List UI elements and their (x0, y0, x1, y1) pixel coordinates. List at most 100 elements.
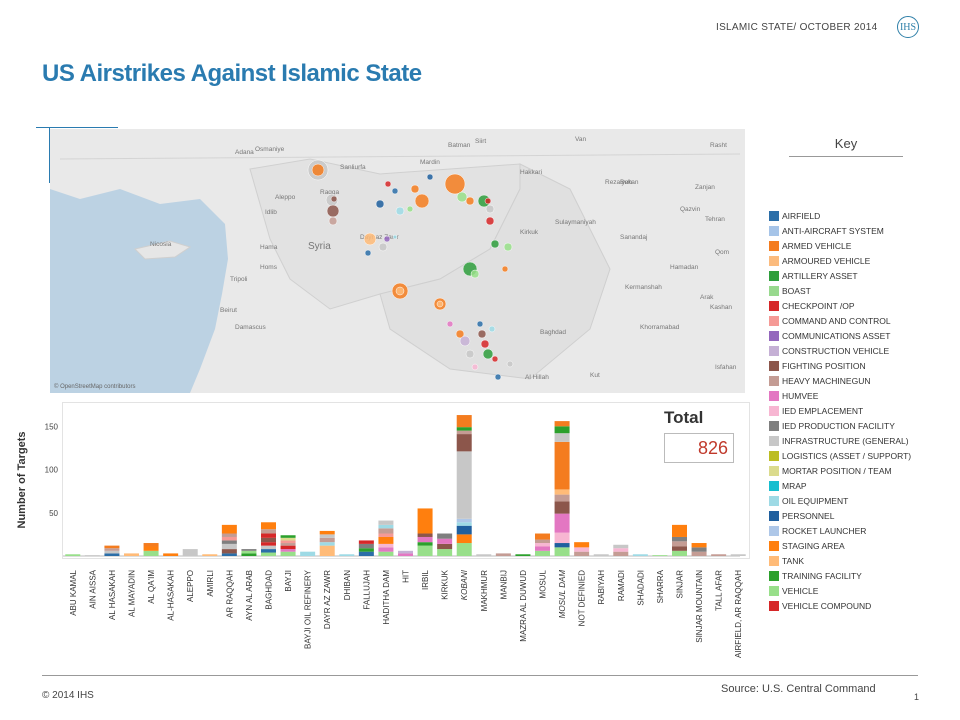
map-place-label: Nicosia (150, 241, 172, 248)
map-place-label: Mardin (420, 159, 440, 166)
map-place-label: Rasht (710, 142, 727, 149)
x-tick-label: FALLUJAH (362, 570, 371, 610)
legend-swatch (769, 465, 779, 476)
x-tick-label: HIT (402, 570, 411, 583)
map-place-label: Rezaiyeh (605, 179, 632, 186)
legend-swatch (769, 390, 779, 401)
legend-item[interactable]: TANK (769, 553, 911, 568)
map-place-label: Zanjan (695, 184, 715, 191)
legend-item[interactable]: ARMED VEHICLE (769, 238, 911, 253)
y-tick-label: 50 (49, 509, 58, 518)
key-divider (789, 156, 903, 157)
x-tick-label: AR RAQQAH (225, 570, 234, 618)
legend-swatch (769, 420, 779, 431)
legend-swatch (769, 375, 779, 386)
strike-marker (482, 348, 494, 360)
map-place-label: Raqqa (320, 189, 340, 196)
legend-label: ANTI-AIRCRAFT SYSTEM (782, 225, 884, 236)
y-tick-label: 100 (45, 466, 59, 475)
strike-marker (406, 205, 414, 213)
legend-label: VEHICLE COMPOUND (782, 600, 872, 611)
legend-item[interactable]: IED PRODUCTION FACILITY (769, 418, 911, 433)
map-place-label: Bukan (620, 179, 639, 186)
x-tick-label: ABU KAMAL (69, 569, 78, 615)
legend-item[interactable]: TRAINING FACILITY (769, 568, 911, 583)
x-tick-label: BAYJI (284, 570, 293, 592)
legend-item[interactable]: STAGING AREA (769, 538, 911, 553)
map-place-label: Khorramabad (640, 324, 680, 331)
map-place-label: Damascus (235, 324, 266, 331)
strike-marker (490, 239, 500, 249)
strike-marker (410, 184, 420, 194)
map-place-label: Osmaniye (255, 146, 285, 153)
legend-item[interactable]: MRAP (769, 478, 911, 493)
legend-swatch (769, 585, 779, 596)
strike-marker (476, 320, 484, 328)
footer-divider (42, 675, 918, 676)
legend-swatch (769, 360, 779, 371)
x-tick-label: RAMADI (617, 570, 626, 601)
legend-label: FIGHTING POSITION (782, 360, 866, 371)
legend-item[interactable]: VEHICLE COMPOUND (769, 598, 911, 613)
legend-label: BOAST (782, 285, 811, 296)
legend-item[interactable]: INFRASTRUCTURE (GENERAL) (769, 433, 911, 448)
legend-swatch (769, 495, 779, 506)
legend-item[interactable]: LOGISTICS (ASSET / SUPPORT) (769, 448, 911, 463)
legend-item[interactable]: PERSONNEL (769, 508, 911, 523)
legend-item[interactable]: MORTAR POSITION / TEAM (769, 463, 911, 478)
legend-swatch (769, 285, 779, 296)
legend-item[interactable]: BOAST (769, 283, 911, 298)
x-tick-label: ALEPPO (186, 570, 195, 602)
strike-marker (494, 373, 502, 381)
strike-marker (477, 329, 487, 339)
strike-marker (484, 197, 492, 205)
airstrike-map[interactable]: Adana Osmaniye Sanliurfa Mardin Batman Siirt V… (50, 129, 745, 393)
corner-accent-horizontal (36, 127, 118, 128)
legend-item[interactable]: CONSTRUCTION VEHICLE (769, 343, 911, 358)
legend-item[interactable]: CHECKPOINT /OP (769, 298, 911, 313)
legend-item[interactable]: VEHICLE (769, 583, 911, 598)
y-axis-label: Number of Targets (16, 431, 28, 529)
legend-label: CHECKPOINT /OP (782, 300, 855, 311)
legend-swatch (769, 450, 779, 461)
strike-marker (375, 199, 385, 209)
legend-label: TANK (782, 555, 805, 566)
legend-item[interactable]: FIGHTING POSITION (769, 358, 911, 373)
map-place-label: Adana (235, 149, 254, 156)
legend-item[interactable]: IED EMPLACEMENT (769, 403, 911, 418)
legend-item[interactable]: HEAVY MACHINEGUN (769, 373, 911, 388)
x-tick-label: TALL AFAR (715, 570, 724, 611)
strike-marker (480, 339, 490, 349)
map-attribution: © OpenStreetMap contributors (54, 384, 136, 390)
legend-item[interactable]: COMMUNICATIONS ASSET (769, 328, 911, 343)
strike-marker (456, 191, 468, 203)
x-tick-label: SINJAR MOUNTAIN (695, 570, 704, 643)
legend-swatch (769, 330, 779, 341)
legend-item[interactable]: ANTI-AIRCRAFT SYSTEM (769, 223, 911, 238)
map-place-label: Hakkari (520, 169, 542, 176)
map-place-label: Sulaymaniyah (555, 219, 596, 226)
total-label: Total (664, 408, 704, 427)
legend-item[interactable]: COMMAND AND CONTROL (769, 313, 911, 328)
map-sea (50, 189, 228, 393)
legend-label: OIL EQUIPMENT (782, 495, 849, 506)
x-tick-label: DAYR AZ ZAWR (323, 570, 332, 629)
legend-label: MRAP (782, 480, 807, 491)
legend-item[interactable]: ARTILLERY ASSET (769, 268, 911, 283)
map-place-label: Hamadan (670, 264, 699, 271)
map-place-label: Kermanshah (625, 284, 662, 291)
legend-swatch (769, 600, 779, 611)
legend-item[interactable]: ARMOURED VEHICLE (769, 253, 911, 268)
legend-item[interactable]: ROCKET LAUNCHER (769, 523, 911, 538)
legend-label: COMMUNICATIONS ASSET (782, 330, 891, 341)
legend-item[interactable]: OIL EQUIPMENT (769, 493, 911, 508)
legend-label: COMMAND AND CONTROL (782, 315, 891, 326)
legend-label: IED PRODUCTION FACILITY (782, 420, 895, 431)
map-place-label: Hama (260, 244, 278, 251)
map-place-label: Homs (260, 264, 278, 271)
map-place-label: Syria (308, 241, 331, 252)
map-place-label: Qom (715, 249, 729, 256)
legend-item[interactable]: HUMVEE (769, 388, 911, 403)
legend-item[interactable]: AIRFIELD (769, 208, 911, 223)
legend-swatch (769, 525, 779, 536)
